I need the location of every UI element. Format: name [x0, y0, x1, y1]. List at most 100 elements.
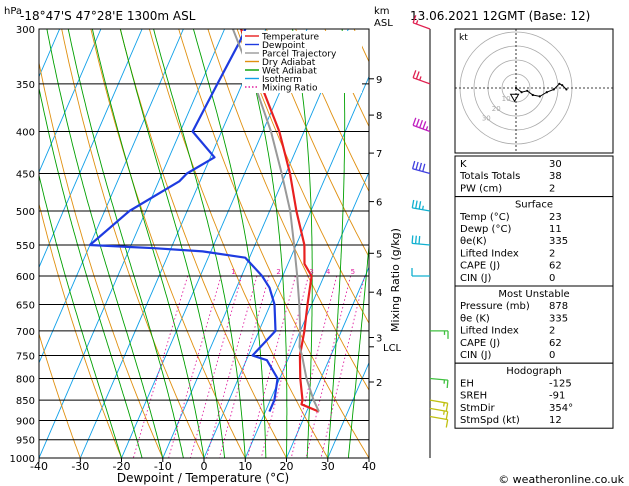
wind-barb-staff	[412, 207, 431, 212]
index-value: 38	[549, 171, 562, 182]
pressure-tick-label: 850	[16, 396, 35, 407]
index-label: θe (K)	[460, 313, 490, 324]
temperature-tick-label: -10	[154, 460, 172, 473]
legend-label: Isotherm	[262, 75, 302, 85]
wind-barb-feather	[442, 402, 445, 407]
copyright: © weatheronline.co.uk	[498, 473, 624, 486]
index-label: CIN (J)	[460, 273, 491, 284]
mixing-ratio-label: 1	[231, 268, 235, 276]
temperature-tick-label: 40	[362, 460, 376, 473]
wind-barb-feather	[415, 20, 419, 25]
index-value: -91	[549, 391, 565, 402]
wind-barb-staff	[412, 168, 431, 175]
index-value: 23	[549, 212, 562, 223]
parcel-trajectory-series-line	[231, 29, 320, 413]
index-tables: K 30 Totals Totals 38 PW (cm) 2 Surface Temp (°…	[454, 155, 614, 429]
index-value: 335	[549, 236, 568, 247]
wind-barb-staff	[412, 124, 431, 133]
height-tick-label: 3	[376, 334, 382, 345]
height-tick-label: 4	[376, 288, 382, 299]
index-label: EH	[460, 378, 474, 389]
wind-barb-feather	[411, 160, 416, 169]
wet-adiabat-line	[67, 29, 184, 458]
height-tick-label: 9	[376, 75, 382, 86]
pressure-tick-label: 900	[16, 417, 35, 428]
pressure-tick-label: 650	[16, 301, 35, 312]
wind-barb-feather	[412, 117, 417, 126]
temperature-tick-label: -30	[71, 460, 89, 473]
index-table-box	[454, 155, 614, 198]
wind-barb-feather	[442, 410, 445, 415]
legend-background	[242, 31, 362, 93]
mixing-ratio-line	[168, 275, 222, 458]
pressure-tick-label: 950	[16, 436, 35, 447]
index-label: θe(K)	[460, 236, 487, 247]
index-value: 62	[549, 261, 562, 272]
index-value: 12	[549, 415, 562, 426]
hodograph-ring-label: 30	[482, 115, 491, 123]
wind-barb-feather	[425, 126, 429, 131]
index-label: PW (cm)	[460, 183, 502, 194]
legend-label: Temperature	[261, 33, 319, 43]
wind-barb-staff	[412, 22, 431, 30]
wind-barb-feather	[415, 161, 419, 170]
dry-adiabat-line	[39, 60, 164, 458]
wind-barb-feather	[422, 163, 426, 172]
legend-label: Parcel Trajectory	[262, 50, 337, 60]
height-tick-label: 7	[376, 149, 382, 160]
index-value: 335	[549, 313, 568, 324]
index-label: Totals Totals	[459, 171, 520, 182]
mixing-ratio-line	[320, 275, 366, 458]
wind-barb-feather	[411, 199, 415, 209]
isotherm-line	[79, 29, 267, 458]
plot-area: 12345810162025	[39, 29, 386, 458]
wind-barb-feather	[412, 70, 417, 79]
wind-barb-staff	[429, 399, 448, 404]
wind-barb-feather	[415, 118, 420, 127]
index-value: 0	[549, 350, 555, 361]
isotherm-line	[286, 266, 369, 458]
isotherm-line	[203, 75, 369, 458]
wind-barb-staff	[429, 377, 448, 381]
hodograph-point	[552, 88, 555, 91]
wind-barb-staff	[429, 415, 448, 421]
temperature-tick-label: 30	[321, 460, 335, 473]
hodograph-point	[520, 91, 523, 94]
index-value: 2	[549, 326, 555, 337]
temperature-tick-label: -20	[113, 460, 131, 473]
pressure-tick-label: 1000	[10, 454, 35, 465]
index-value: 2	[549, 248, 555, 259]
station-title: -18°47'S 47°28'E 1300m ASL	[20, 9, 196, 23]
storm-motion-marker	[509, 93, 520, 103]
km-unit: km	[374, 6, 390, 17]
index-table-header: Hodograph	[506, 366, 561, 377]
legend-label: Dry Adiabat	[262, 58, 316, 68]
index-label: CAPE (J)	[460, 338, 500, 349]
hodograph-point	[558, 82, 561, 85]
pressure-tick-label: 500	[16, 207, 35, 218]
index-label: CAPE (J)	[460, 261, 500, 272]
pressure-tick-label: 400	[16, 128, 35, 139]
mixing-ratio-labels: 12345810162025	[231, 268, 386, 276]
height-axis: 9 8 7 6 5 4 3 2 LCL	[369, 75, 402, 389]
mixing-ratio-label: 8	[382, 268, 386, 276]
isotherm-line	[39, 29, 226, 458]
mixing-ratio-label: 5	[351, 268, 355, 276]
index-value: 354°	[549, 403, 573, 414]
temperature-tick-label: 10	[238, 460, 252, 473]
mixing-ratio-axis-label: Mixing Ratio (g/kg)	[389, 228, 402, 332]
index-label: Lifted Index	[460, 248, 519, 259]
dry-adiabat-line	[265, 29, 369, 258]
height-tick-label: 2	[376, 378, 382, 389]
wet-adiabat-line	[347, 241, 369, 458]
wind-barb-feather	[445, 403, 449, 412]
legend-label: Mixing Ratio	[262, 84, 318, 94]
hodograph-point	[565, 88, 568, 91]
wind-barb-feather	[418, 236, 421, 245]
pressure-tick-label: 550	[16, 241, 35, 252]
wind-barb-feather	[421, 205, 424, 210]
legend-label: Dewpoint	[262, 41, 305, 51]
wet-adiabat-line	[39, 86, 143, 458]
mixing-ratio-label: 2	[276, 268, 280, 276]
